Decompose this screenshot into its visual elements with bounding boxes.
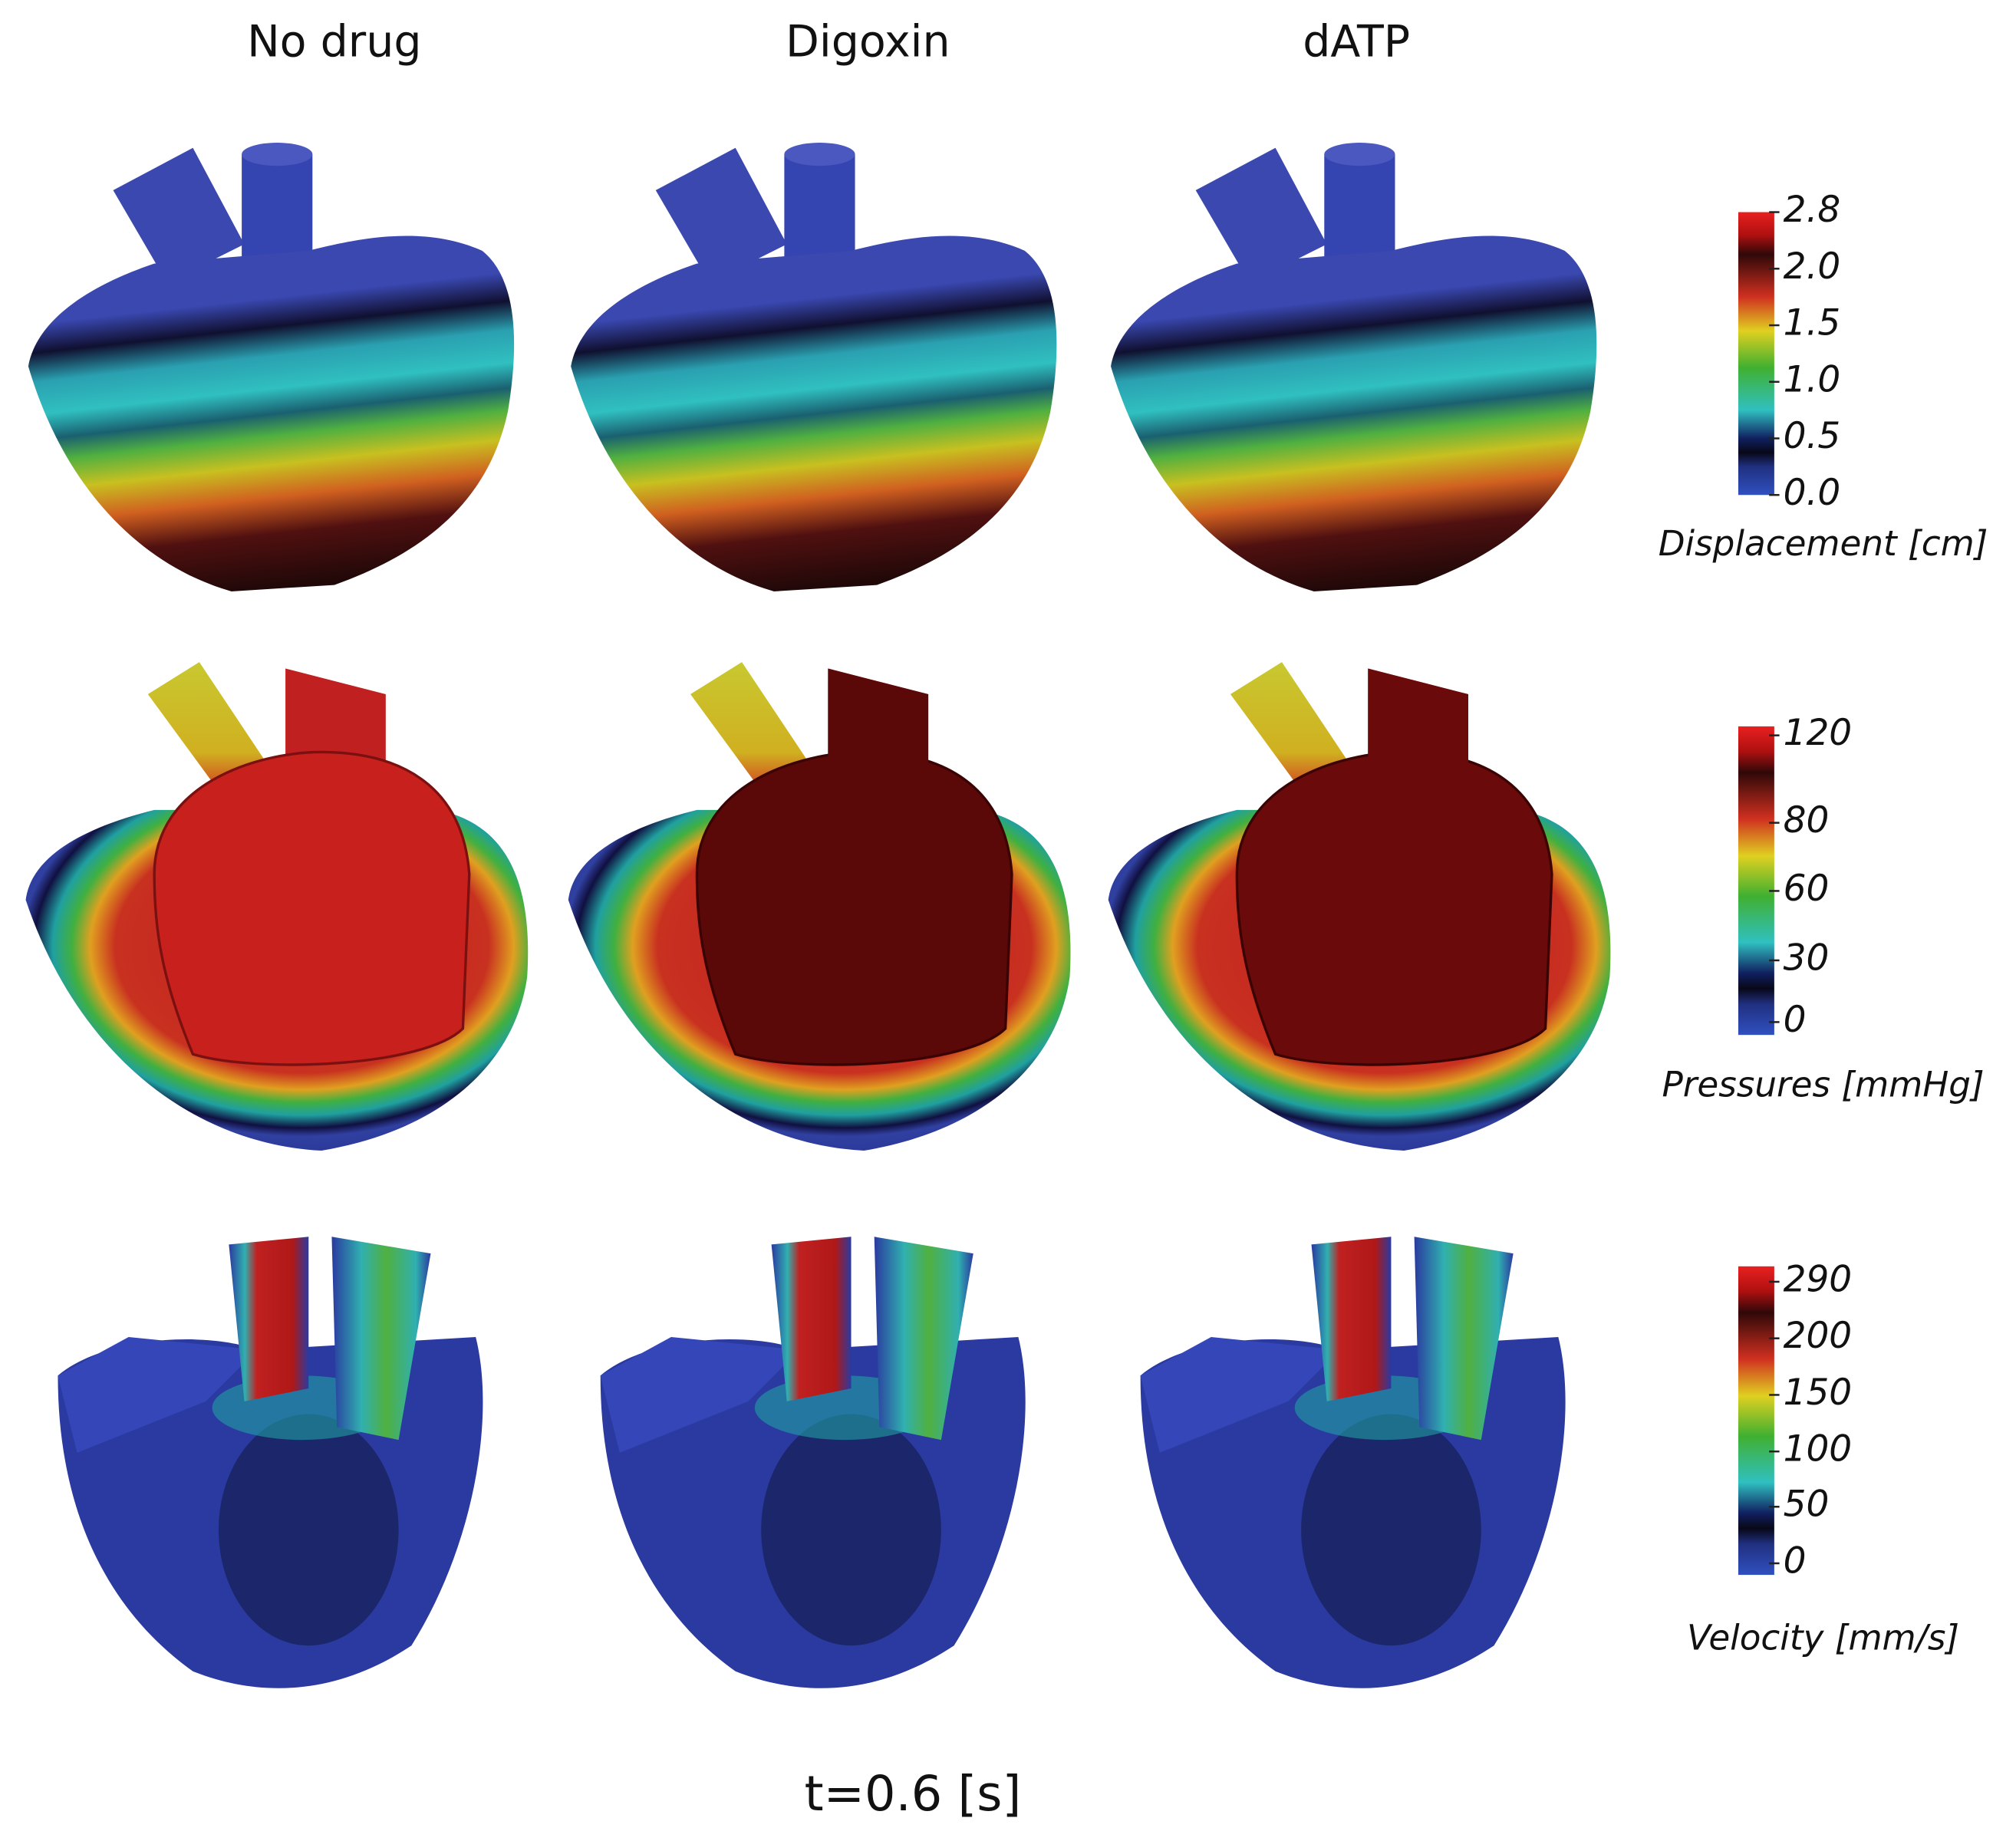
vessel (828, 668, 929, 804)
heart-velocity (1140, 1237, 1566, 1688)
time-label: t=0.6 [s] (805, 1766, 1022, 1823)
colorbar-tick-label: 80 (1784, 799, 1830, 841)
heart-displacement (571, 143, 1057, 591)
colorbars: 2.8 2.0 1.5 1.0 0.5 0.0 Displacement [cm] 120 80… (1659, 189, 1988, 1658)
colorbar-tick-label: 0 (1784, 1540, 1807, 1582)
pressure-core (695, 750, 1013, 1066)
column-headers: No drug Digoxin dATP (247, 17, 1410, 68)
colorbar-tick-label: 2.8 (1784, 189, 1841, 231)
colorbar-tick-label: 50 (1784, 1484, 1830, 1526)
colorbar-tick-label: 120 (1784, 712, 1853, 754)
column-header: dATP (1303, 17, 1410, 68)
colorbar-tick-label: 2.0 (1784, 245, 1841, 288)
colorbar (1738, 1266, 1774, 1576)
colorbar-tick-label: 60 (1784, 868, 1830, 910)
colorbar-tick-label: 0 (1784, 999, 1807, 1041)
colorbar-tick-label: 1.5 (1784, 302, 1841, 344)
colorbar-tick-label: 290 (1784, 1258, 1853, 1300)
colorbar-tick-label: 100 (1784, 1428, 1853, 1470)
colorbar-tick-label: 1.0 (1784, 358, 1841, 400)
heart-displacement (28, 143, 515, 591)
pressure-core (153, 750, 471, 1066)
colorbar (1738, 212, 1774, 496)
colorbar-label: Pressures [mmHg] (1662, 1065, 1984, 1105)
colorbar (1738, 726, 1774, 1036)
column-header: No drug (247, 17, 421, 68)
colorbar-label: Velocity [mm/s] (1687, 1617, 1959, 1658)
colorbar-tick-label: 0.0 (1784, 472, 1841, 514)
heart-velocity (600, 1237, 1026, 1688)
colorbar-tick-label: 150 (1784, 1372, 1853, 1414)
colorbar-tick-label: 0.5 (1784, 415, 1841, 457)
column-header: Digoxin (786, 17, 950, 68)
pressure-core (1235, 750, 1553, 1066)
colorbar-tick-label: 200 (1784, 1315, 1853, 1357)
colorbar-label: Displacement [cm] (1659, 523, 1988, 564)
colorbar-tick-label: 30 (1784, 937, 1830, 979)
heart-velocity (58, 1237, 483, 1688)
vessel (1368, 668, 1468, 804)
heart-panels (25, 143, 1611, 1688)
heart-displacement (1111, 143, 1597, 591)
